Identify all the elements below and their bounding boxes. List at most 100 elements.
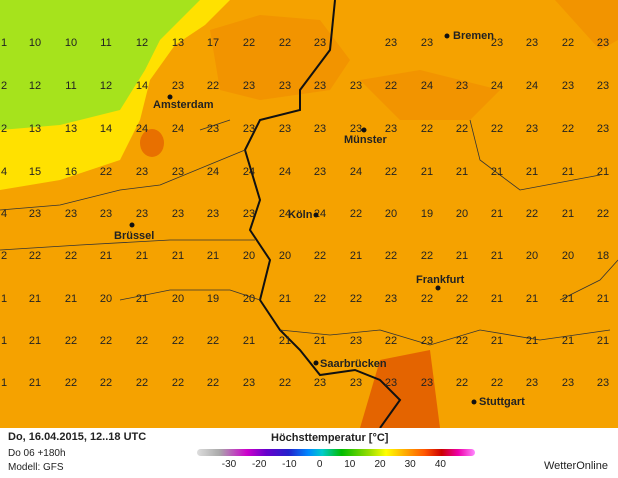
temperature: 23 [314,37,326,49]
temperature: 23 [243,80,255,92]
temperature: 23 [279,123,291,135]
temperature: 24 [243,166,255,178]
region-border [0,119,618,346]
temperature: 21 [491,208,503,220]
temperature: 23 [562,377,574,389]
temperature: 22 [207,80,219,92]
temperature: 22 [243,37,255,49]
temperature: 23 [172,166,184,178]
temperature: 20 [172,293,184,305]
temperature: 22 [350,293,362,305]
temperature: 20 [385,208,397,220]
temperature: 1 [1,293,7,305]
temperature: 21 [491,293,503,305]
temperature: 22 [526,208,538,220]
temperature: 23 [207,208,219,220]
temperature: 22 [491,377,503,389]
temperature: 23 [526,377,538,389]
city-dot [129,222,135,228]
temperature: 2 [1,250,7,262]
temperature: 24 [491,80,503,92]
temperature: 24 [279,166,291,178]
temperature: 21 [243,335,255,347]
temperature: 21 [29,293,41,305]
green-zone [0,0,200,130]
temperature: 23 [385,377,397,389]
warm-zone [360,70,500,120]
temperature: 21 [279,335,291,347]
temperature: 22 [136,377,148,389]
temperature: 22 [421,123,433,135]
legend-tick: 40 [434,459,446,470]
temperature: 21 [526,166,538,178]
temperature: 21 [29,335,41,347]
temperature: 22 [421,293,433,305]
temperature: 22 [279,37,291,49]
temperature: 22 [385,335,397,347]
temperature: 22 [385,80,397,92]
run: Do 06 +180h [8,448,66,459]
temperature: 21 [562,293,574,305]
temperature: 10 [29,37,41,49]
city-dot [471,399,477,405]
temperature: 23 [350,123,362,135]
temperature: 21 [421,166,433,178]
temperature: 23 [526,123,538,135]
legend-tick: 30 [404,459,416,470]
temperature: 21 [136,250,148,262]
temperature: 13 [29,123,41,135]
temperature: 23 [526,37,538,49]
temperature: 23 [314,80,326,92]
temperature: 14 [100,123,112,135]
temperature: 23 [350,335,362,347]
temperature: 23 [385,37,397,49]
temperature: 23 [136,166,148,178]
temperature: 24 [279,208,291,220]
temperature: 21 [491,250,503,262]
temperature: 24 [136,123,148,135]
temperature: 23 [385,123,397,135]
temperature: 24 [526,80,538,92]
model: Modell: GFS [8,462,64,473]
temperature: 2 [1,80,7,92]
temperature: 23 [172,80,184,92]
city-dot [313,212,319,218]
legend-tick: 0 [316,459,323,470]
temperature: 24 [350,166,362,178]
temperature: 19 [421,208,433,220]
temperature: 22 [456,335,468,347]
temperature: 22 [65,250,77,262]
city-dot [361,127,367,133]
temperature: 12 [100,80,112,92]
legend-tick: -20 [251,459,267,470]
temperature: 2 [1,123,7,135]
temperature: 23 [421,335,433,347]
temperature: 23 [385,293,397,305]
temperature: 21 [562,335,574,347]
temperature: 1 [1,377,7,389]
temperature: 21 [456,166,468,178]
temperature: 22 [207,377,219,389]
city: Köln [288,209,313,221]
city-dot [167,94,173,100]
temperature: 23 [597,80,609,92]
temperature: 22 [279,377,291,389]
temperature: 13 [172,37,184,49]
color-bar [197,449,475,456]
temperature: 21 [136,293,148,305]
date: Do, 16.04.2015, 12..18 UTC [8,431,147,443]
temperature: 21 [279,293,291,305]
temperature: 12 [29,80,41,92]
temperature: 23 [29,208,41,220]
country-border [243,0,402,429]
temperature: 22 [100,377,112,389]
temperature: 22 [385,250,397,262]
temperature: 23 [350,80,362,92]
temperature: 1 [1,335,7,347]
temperature: 11 [100,37,111,49]
warm-zone [555,0,618,50]
temperature: 20 [456,208,468,220]
temperature: 22 [314,293,326,305]
temperature: 20 [243,293,255,305]
temperature: 23 [350,377,362,389]
